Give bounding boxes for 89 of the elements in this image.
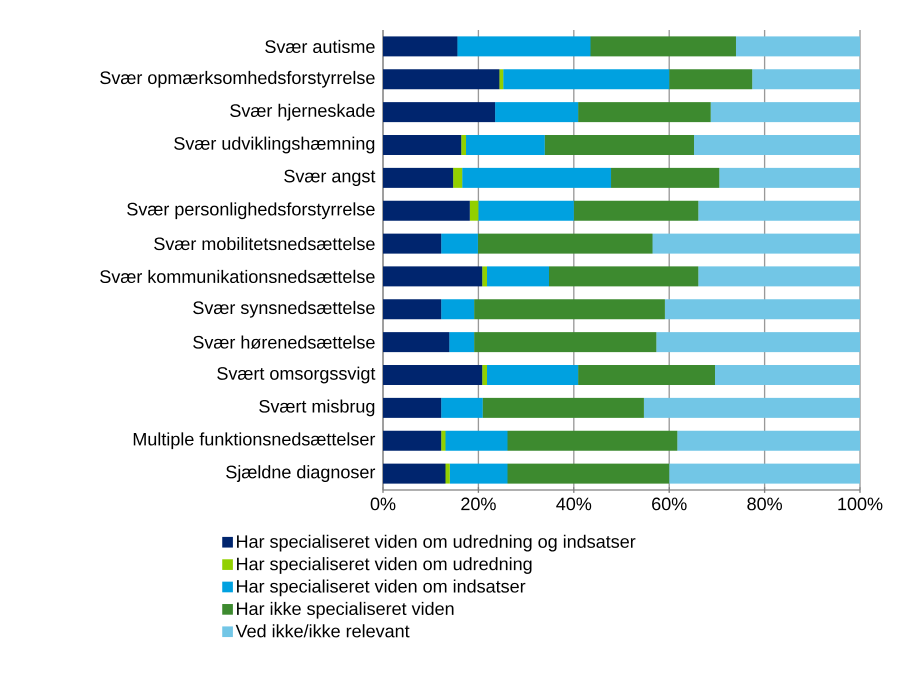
bar [383,102,496,122]
bar [495,102,578,122]
y-tick-label: Svær autisme [265,40,375,54]
bar [383,299,442,320]
x-tick-label: 0% [370,498,396,510]
bar [694,135,860,155]
bar [383,200,470,221]
y-tick-label: Sjældne diagnoser [226,465,376,482]
bar [644,398,860,418]
bar [486,365,578,385]
bar [499,69,504,90]
y-tick-label: Svær mobilitetsnedsættelse [154,236,375,250]
bar [677,430,860,451]
bar [710,102,860,122]
bar [482,266,487,286]
bar [383,135,462,155]
bar [508,464,670,484]
bar [698,266,860,286]
bar [383,234,442,254]
bar [383,332,450,352]
bar [383,36,458,56]
bar [470,200,478,221]
x-tick-label: 20% [461,498,496,510]
x-tick-label: 80% [747,498,782,510]
bar [449,332,474,352]
bar [590,36,736,56]
y-tick-label: Svær angst [284,170,376,186]
bar [441,398,483,418]
x-tick-label: 60% [652,498,687,510]
bar [544,135,694,155]
bar [574,200,698,221]
bar [698,200,860,221]
legend-label: Ved ikke/ikke relevant [236,624,410,638]
x-tick-label: 100% [838,498,882,510]
bar [445,430,508,451]
bar [441,234,478,254]
bar [383,168,454,188]
bar [503,69,670,90]
bar [486,266,550,286]
bar [478,234,653,254]
bar [383,398,442,418]
y-tick-label: Svær hjerneskade [230,104,375,121]
bar [669,464,860,484]
bar [611,168,720,188]
bar [453,168,462,188]
bar [383,365,482,385]
y-tick-label: Svært omsorgssvigt [217,366,376,384]
bar [669,69,752,90]
bar [715,365,860,385]
legend-label: Har ikke specialiseret viden [237,602,454,619]
bar [652,234,860,254]
legend-label: Har specialiseret viden om udredning [237,557,532,574]
bar [664,299,860,320]
y-tick-label: Svær hørenedsættelse [193,335,375,349]
bar [474,332,656,352]
bar [656,332,860,352]
bar [457,36,590,56]
bar [478,200,574,221]
y-tick-label: Svær kommunikationsnedsættelse [100,270,375,284]
bar [383,430,442,451]
y-tick-label: Multiple funktionsnedsættelser [134,432,376,450]
y-tick-label: Svær synsnedsættelse [193,300,375,318]
bar [752,69,860,90]
y-tick-label: Svært misbrug [259,399,374,416]
bar [383,266,482,286]
bar [445,464,450,484]
bar [474,299,665,320]
bar [482,398,644,418]
bar [450,464,508,484]
legend-label: Har specialiseret viden om udredning og indsatser [237,534,636,552]
bar [466,135,545,155]
bar [441,430,446,451]
bar [719,168,860,188]
bar [383,464,446,484]
bar [549,266,698,286]
bar [461,135,466,155]
y-tick-label: Svær udviklingshæmning [174,136,374,154]
bar [383,69,500,90]
bar [462,168,612,188]
bar [578,102,711,122]
bar [578,365,716,385]
y-tick-label: Svær personlighedsforstyrrelse [127,202,375,220]
legend-label: Har specialiseret viden om indsatser [237,579,526,596]
bar [736,36,860,56]
y-tick-label: Svær opmærksomhedsforstyrrelse [100,70,375,88]
bar [441,299,474,320]
x-tick-label: 40% [556,498,592,510]
bar [482,365,487,385]
bar [508,430,678,451]
